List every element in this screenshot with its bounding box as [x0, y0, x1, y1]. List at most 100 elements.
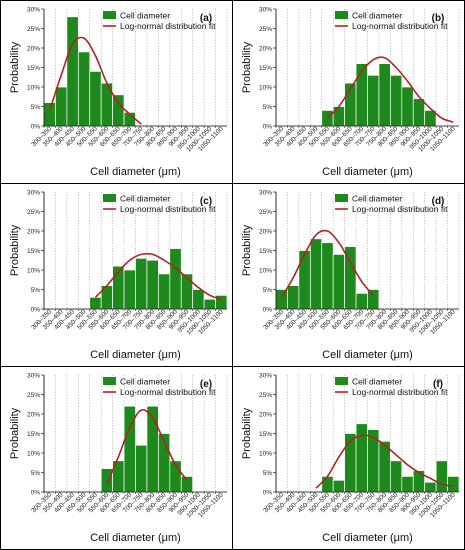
legend-label: Cell diameter [352, 194, 402, 204]
histogram-bar [355, 63, 368, 127]
histogram-bar [401, 86, 414, 127]
y-tick-label: 20% [259, 45, 272, 52]
lognormal-fit-line [326, 56, 454, 123]
lognormal-fit-line [106, 408, 188, 485]
histogram-bar [355, 293, 368, 310]
legend-swatch-bar [103, 377, 116, 385]
y-tick-label: 10% [27, 84, 40, 91]
y-tick-label: 15% [259, 248, 272, 255]
histogram-bar [192, 289, 205, 310]
legend-label: Log-normal distribution fit [352, 21, 448, 31]
legend-swatch-bar [103, 11, 116, 19]
histogram-bar [203, 298, 216, 310]
y-tick-label: 30% [27, 189, 40, 196]
y-tick-label: 20% [259, 411, 272, 418]
y-tick-label: 30% [259, 6, 272, 13]
histogram-bar [287, 285, 300, 310]
y-tick-label: 0% [31, 306, 41, 313]
lognormal-fit-line [281, 229, 374, 298]
panel-letter: (f) [433, 379, 443, 390]
y-tick-label: 10% [259, 84, 272, 91]
y-tick-label: 5% [263, 104, 273, 111]
y-tick-label: 30% [259, 372, 272, 379]
y-tick-label: 10% [259, 267, 272, 274]
lognormal-fit-line [315, 434, 454, 489]
y-tick-label: 10% [27, 267, 40, 274]
y-tick-label: 20% [27, 228, 40, 235]
histogram-bar [169, 248, 182, 310]
x-axis-title: Cell diameter (μm) [322, 166, 413, 178]
histogram-bar [77, 51, 91, 127]
histogram-bar [89, 296, 102, 310]
chart-panel-1: 0%5%10%15%20%25%30%300–350350–400400–450… [9, 6, 228, 178]
y-tick-label: 15% [27, 65, 40, 72]
histogram-bar [332, 106, 345, 127]
y-tick-label: 25% [27, 26, 40, 33]
histogram-bar [401, 476, 414, 493]
y-tick-label: 0% [31, 123, 41, 130]
lognormal-fit-line [48, 36, 142, 125]
y-tick-label: 5% [263, 470, 273, 477]
histogram-bar [298, 250, 311, 310]
legend-swatch-bar [335, 377, 348, 385]
histogram-bar [367, 74, 380, 127]
y-tick-label: 25% [259, 392, 272, 399]
y-tick-label: 15% [27, 248, 40, 255]
histogram-bar [390, 460, 403, 493]
histogram-bar [355, 423, 368, 493]
legend-label: Cell diameter [352, 377, 402, 387]
histogram-bar [332, 254, 345, 310]
histogram-bar [158, 273, 171, 310]
histogram-bar [309, 238, 323, 310]
histogram-bar [390, 74, 403, 127]
y-tick-label: 10% [259, 450, 272, 457]
y-axis-title: Probability [9, 41, 21, 93]
y-tick-label: 25% [27, 209, 40, 216]
chart-panel-4: 0%5%10%15%20%25%30%300–350350–400400–450… [241, 189, 460, 361]
y-tick-label: 15% [259, 65, 272, 72]
y-tick-label: 30% [27, 372, 40, 379]
y-tick-label: 25% [27, 392, 40, 399]
histogram-bar [378, 63, 391, 127]
histogram-bar [123, 269, 136, 310]
histogram-bar [180, 476, 194, 493]
histogram-bar [135, 444, 148, 493]
legend-swatch-bar [335, 194, 348, 202]
panel-letter: (c) [200, 196, 212, 207]
y-axis-title: Probability [9, 224, 21, 276]
y-axis-title: Probability [241, 224, 253, 276]
histogram-bar [412, 470, 426, 493]
y-axis-title: Probability [9, 407, 21, 459]
legend-label: Cell diameter [120, 377, 170, 387]
panel-letter: (d) [432, 196, 445, 207]
y-tick-label: 30% [27, 6, 40, 13]
histogram-bar [321, 242, 334, 310]
y-tick-label: 15% [259, 431, 272, 438]
legend-label: Log-normal distribution fit [352, 387, 448, 397]
y-tick-label: 0% [31, 489, 41, 496]
histogram-bar [66, 16, 79, 127]
histogram-bar [412, 98, 426, 127]
y-tick-label: 0% [263, 123, 273, 130]
histogram-bar [146, 259, 159, 310]
y-axis-title: Probability [241, 41, 253, 93]
histogram-bar [447, 476, 460, 493]
legend-label: Cell diameter [120, 11, 170, 21]
histogram-bar [321, 476, 334, 493]
histogram-bar [100, 468, 113, 493]
y-tick-label: 25% [259, 26, 272, 33]
panel-letter: (e) [200, 379, 212, 390]
y-tick-label: 0% [263, 306, 273, 313]
histogram-bar [180, 273, 194, 310]
y-tick-label: 10% [27, 450, 40, 457]
chart-panel-2: 0%5%10%15%20%25%30%300–350350–400400–450… [241, 6, 460, 178]
y-tick-label: 20% [259, 228, 272, 235]
chart-panel-3: 0%5%10%15%20%25%30%300–350350–400400–450… [9, 189, 228, 361]
y-tick-label: 25% [259, 209, 272, 216]
histogram-bar [55, 86, 68, 127]
y-axis-title: Probability [241, 407, 253, 459]
y-tick-label: 5% [31, 470, 41, 477]
x-axis-title: Cell diameter (μm) [90, 349, 181, 361]
y-tick-label: 5% [31, 104, 41, 111]
histogram-bar [367, 289, 380, 310]
